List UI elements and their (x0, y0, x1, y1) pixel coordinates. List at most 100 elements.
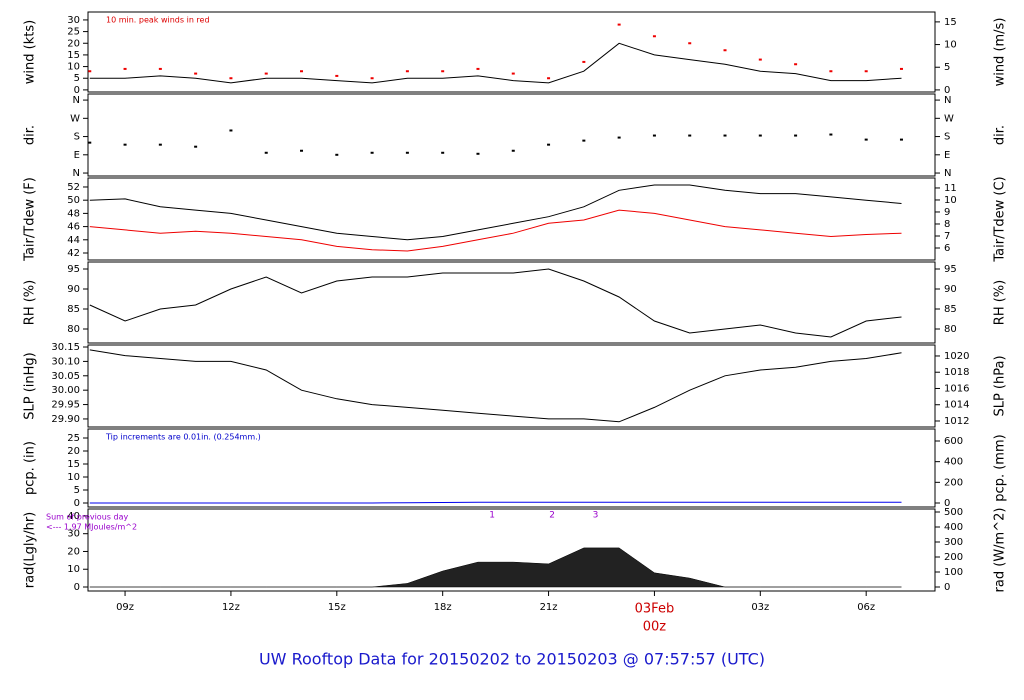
y2-axis-label: Tair/Tdew (C) (993, 176, 1008, 262)
data-point (899, 138, 903, 141)
series-line (89, 209, 902, 252)
y-tick-label: 10 (67, 564, 80, 575)
data-point (723, 134, 727, 137)
y2-tick-label: 90 (944, 284, 957, 295)
y2-tick-label: 0 (944, 582, 950, 593)
y2-tick-label: 11 (944, 183, 957, 194)
y-tick-label: 20 (67, 446, 80, 457)
y2-tick-label: 10 (944, 195, 957, 206)
y2-axis-label: wind (m/s) (993, 18, 1008, 87)
y2-tick-label: 100 (944, 567, 963, 578)
x-tick-label: 18z (434, 602, 452, 613)
panel-frame (87, 177, 936, 261)
y2-axis-label: SLP (hPa) (993, 355, 1008, 416)
y2-tick-label: 0 (944, 498, 950, 509)
data-point (688, 134, 692, 137)
x-tick-label: 15z (328, 602, 346, 613)
y-tick-label: 20 (67, 546, 80, 557)
y-axis-label: pcp. (in) (23, 441, 38, 495)
series-line (89, 268, 902, 338)
data-point (829, 70, 833, 73)
y2-tick-label: 80 (944, 324, 957, 335)
y-tick-label: 10 (67, 62, 80, 73)
data-point (370, 151, 374, 154)
data-point (688, 42, 692, 45)
y-tick-label: 46 (67, 222, 80, 233)
data-point (864, 70, 868, 73)
annotation: Sum of previous day (46, 513, 128, 522)
data-point (582, 139, 586, 142)
y-tick-label: 30 (67, 529, 80, 540)
y-tick-label: N (73, 168, 80, 179)
data-point (864, 138, 868, 141)
y2-tick-label: 6 (944, 243, 950, 254)
y-tick-label: 0 (74, 582, 80, 593)
x-tick-label: 09z (116, 602, 134, 613)
y-tick-label: 5 (74, 73, 80, 84)
y2-tick-label: 600 (944, 436, 963, 447)
y-axis-label: SLP (inHg) (23, 352, 38, 420)
y-tick-label: 29.95 (51, 400, 80, 411)
data-point (405, 70, 409, 73)
data-point (829, 133, 833, 136)
y2-tick-label: 1016 (944, 383, 969, 394)
y2-tick-label: 200 (944, 552, 963, 563)
data-point (723, 49, 727, 52)
marker-label: 3 (593, 511, 599, 521)
marker-label: 1 (489, 511, 495, 521)
y-tick-label: 0 (74, 85, 80, 96)
data-point (88, 70, 92, 73)
y-tick-label: 0 (74, 498, 80, 509)
data-point (300, 70, 304, 73)
y-axis-label: RH (%) (23, 280, 38, 325)
series-area (89, 547, 902, 588)
y2-tick-label: 15 (944, 17, 957, 28)
y2-tick-label: E (944, 150, 950, 161)
y2-tick-label: 1020 (944, 351, 969, 362)
y-tick-label: N (73, 95, 80, 106)
data-point (123, 143, 127, 146)
data-point (582, 60, 586, 63)
x-tick-label: 03z (751, 602, 769, 613)
data-point (194, 145, 198, 148)
y2-axis-label: RH (%) (993, 280, 1008, 325)
y2-tick-label: 1012 (944, 416, 969, 427)
y2-tick-label: 8 (944, 219, 950, 230)
marker-label: 2 (549, 511, 555, 521)
y-tick-label: 52 (67, 182, 80, 193)
y-axis-label: wind (kts) (23, 20, 38, 84)
data-point (758, 58, 762, 61)
y2-tick-label: N (944, 168, 951, 179)
y-tick-label: 42 (67, 248, 80, 259)
series-line (89, 184, 902, 241)
x-tick-label: 21z (540, 602, 558, 613)
x-tick-label: 06z (857, 602, 875, 613)
y2-tick-label: 500 (944, 507, 963, 518)
data-point (617, 136, 621, 139)
y-tick-label: 29.90 (51, 414, 80, 425)
y2-tick-label: 400 (944, 522, 963, 533)
y2-tick-label: 400 (944, 457, 963, 468)
y-tick-label: 30.00 (51, 385, 80, 396)
data-point (441, 151, 445, 154)
y-tick-label: 20 (67, 38, 80, 49)
annotation: Tip increments are 0.01in. (0.254mm.) (105, 433, 261, 442)
data-point (123, 67, 127, 70)
y2-axis-label: rad (W/m^2) (993, 508, 1008, 593)
x-tick-label: 12z (222, 602, 240, 613)
data-point (652, 134, 656, 137)
series-line (89, 349, 902, 423)
y-tick-label: S (74, 132, 80, 143)
y-tick-label: W (70, 113, 80, 124)
y-tick-label: 30.05 (51, 371, 80, 382)
data-point (335, 153, 339, 156)
y2-tick-label: 5 (944, 62, 950, 73)
panel-frame (87, 93, 936, 177)
y2-tick-label: 1018 (944, 367, 969, 378)
y2-tick-label: W (944, 113, 954, 124)
data-point (88, 141, 92, 144)
data-point (547, 143, 551, 146)
y2-tick-label: 7 (944, 231, 950, 242)
data-point (300, 149, 304, 152)
